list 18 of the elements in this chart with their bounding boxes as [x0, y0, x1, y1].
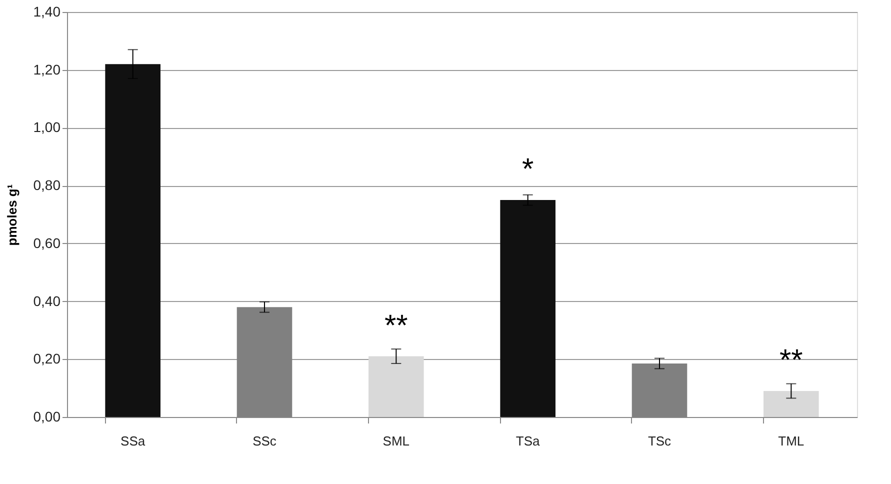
- y-tick-label: 1,40: [33, 4, 61, 20]
- y-tick-label: 1,20: [33, 61, 61, 78]
- annotation: *: [522, 153, 534, 186]
- x-tick-label: SSc: [252, 434, 277, 448]
- x-tick-label: SSa: [120, 434, 146, 448]
- x-tick-label: TML: [778, 434, 804, 448]
- annotation: **: [384, 309, 408, 342]
- x-tick-label: SML: [382, 434, 410, 448]
- y-tick-label: 0,20: [33, 350, 61, 367]
- y-tick-label: 0,60: [33, 234, 61, 251]
- y-tick-label: 0,40: [33, 292, 61, 309]
- y-tick-label: 0,80: [33, 177, 61, 194]
- x-tick-label: TSc: [648, 434, 672, 448]
- y-tick-label: 1,00: [33, 119, 61, 136]
- y-tick-label: 0,00: [33, 408, 61, 424]
- annotation: **: [779, 344, 804, 377]
- y-axis-title: pmoles g¹: [4, 184, 20, 246]
- x-tick-label: TSa: [516, 434, 541, 448]
